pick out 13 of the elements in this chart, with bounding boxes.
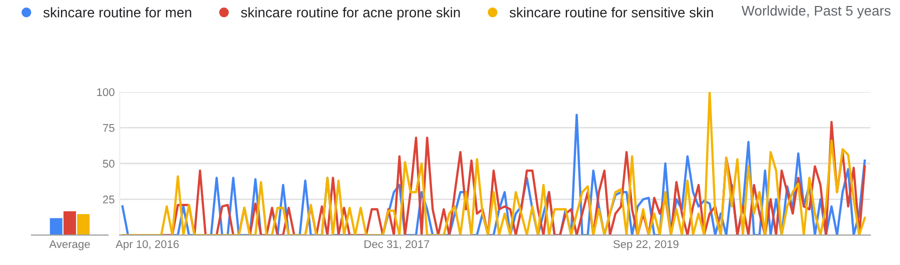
x-tick-label: Apr 10, 2016 — [116, 240, 179, 250]
line-series — [121, 92, 866, 236]
x-tick-label: Dec 31, 2017 — [364, 240, 430, 250]
x-tick-label: Average — [49, 240, 90, 250]
text: Worldwide, Past 5 years — [742, 5, 891, 18]
legend-label: skincare routine for sensitive skin — [510, 7, 713, 18]
y-tick-label: 50 — [102, 160, 114, 168]
legend-label: skincare routine for acne prone skin — [241, 7, 460, 20]
x-tick-label: Sep 22, 2019 — [613, 240, 678, 250]
legend-label: skincare routine for men — [43, 7, 192, 18]
y-tick-label: 25 — [103, 196, 114, 204]
y-tick-label: 75 — [103, 124, 114, 132]
y-tick-label: 100 — [97, 88, 114, 96]
